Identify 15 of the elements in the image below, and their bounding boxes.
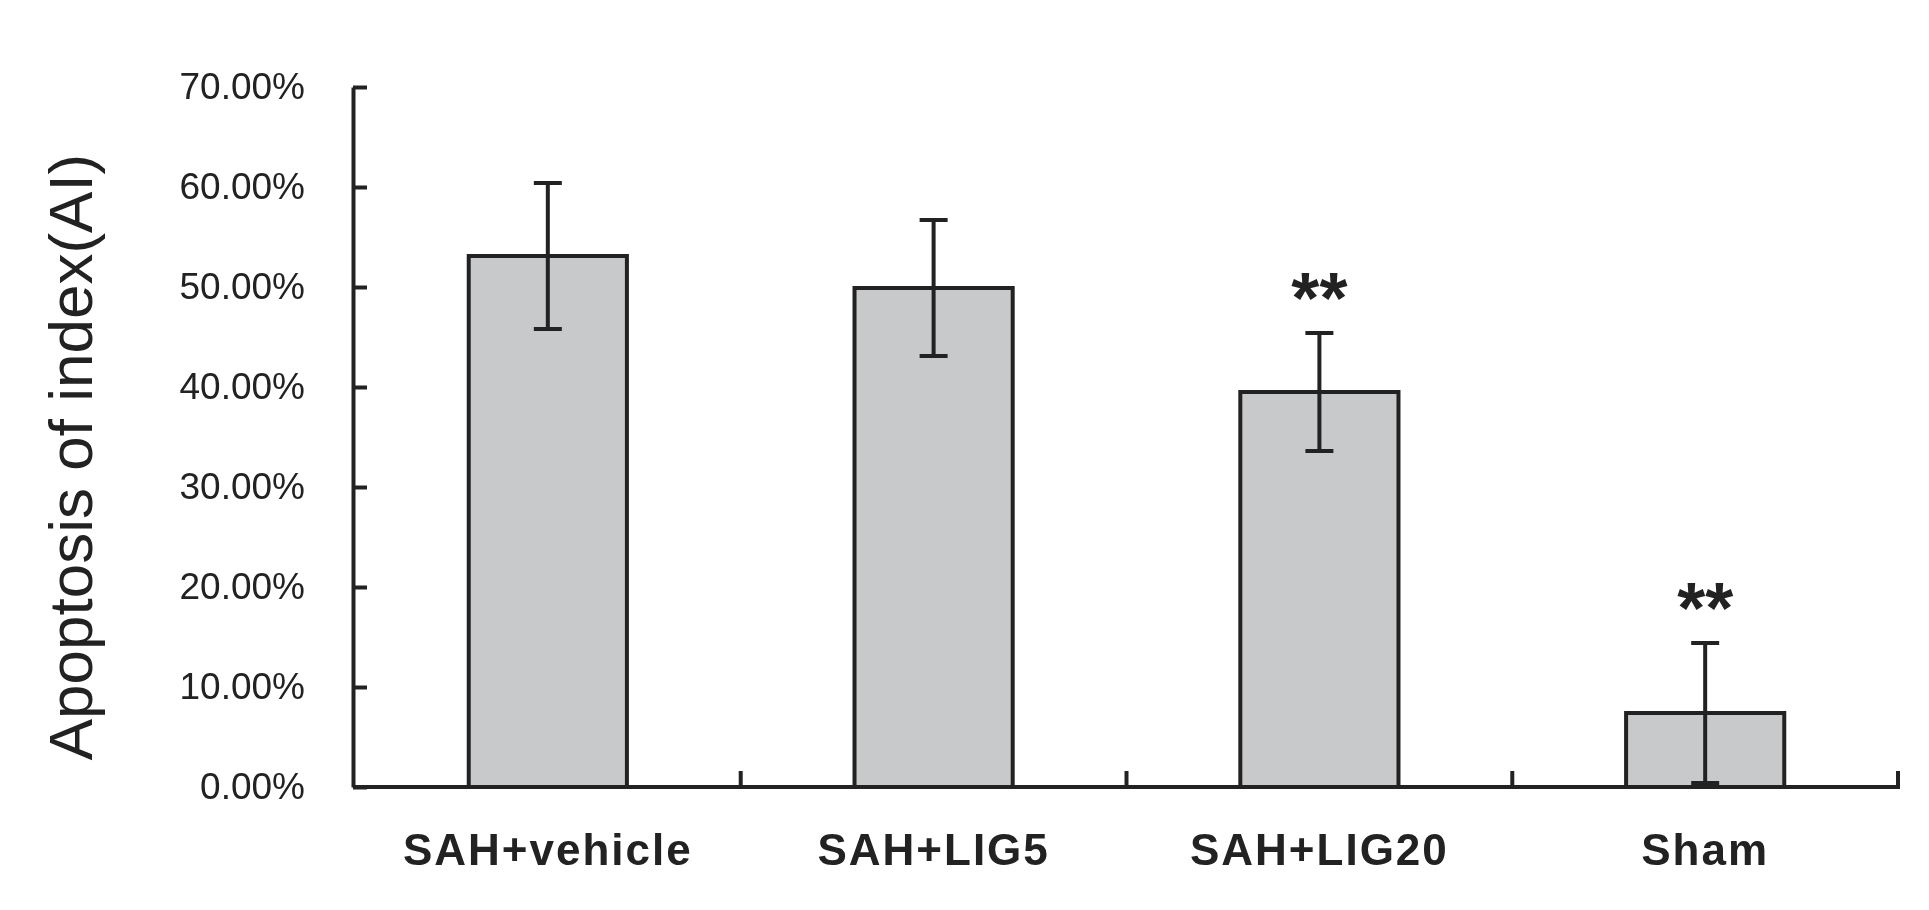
annotation: ** — [1677, 568, 1734, 648]
y-tick-label: 30.00% — [179, 466, 305, 508]
y-axis-title: Apoptosis of index(AI) — [36, 153, 105, 761]
y-tick-label: 60.00% — [179, 166, 305, 208]
x-tick-label: SAH+LIG5 — [817, 825, 1050, 874]
y-tick-label: 40.00% — [179, 366, 305, 408]
x-tick-label: SAH+vehicle — [402, 825, 693, 874]
x-tick-label: Sham — [1641, 825, 1770, 874]
y-tick-label: 50.00% — [179, 266, 305, 308]
y-tick-label: 20.00% — [179, 566, 305, 608]
y-tick-label: 70.00% — [179, 66, 305, 108]
annotation: ** — [1291, 258, 1348, 338]
y-tick-label: 0.00% — [200, 766, 305, 808]
y-tick-label: 10.00% — [179, 666, 305, 708]
x-tick-label: SAH+LIG20 — [1189, 825, 1449, 874]
